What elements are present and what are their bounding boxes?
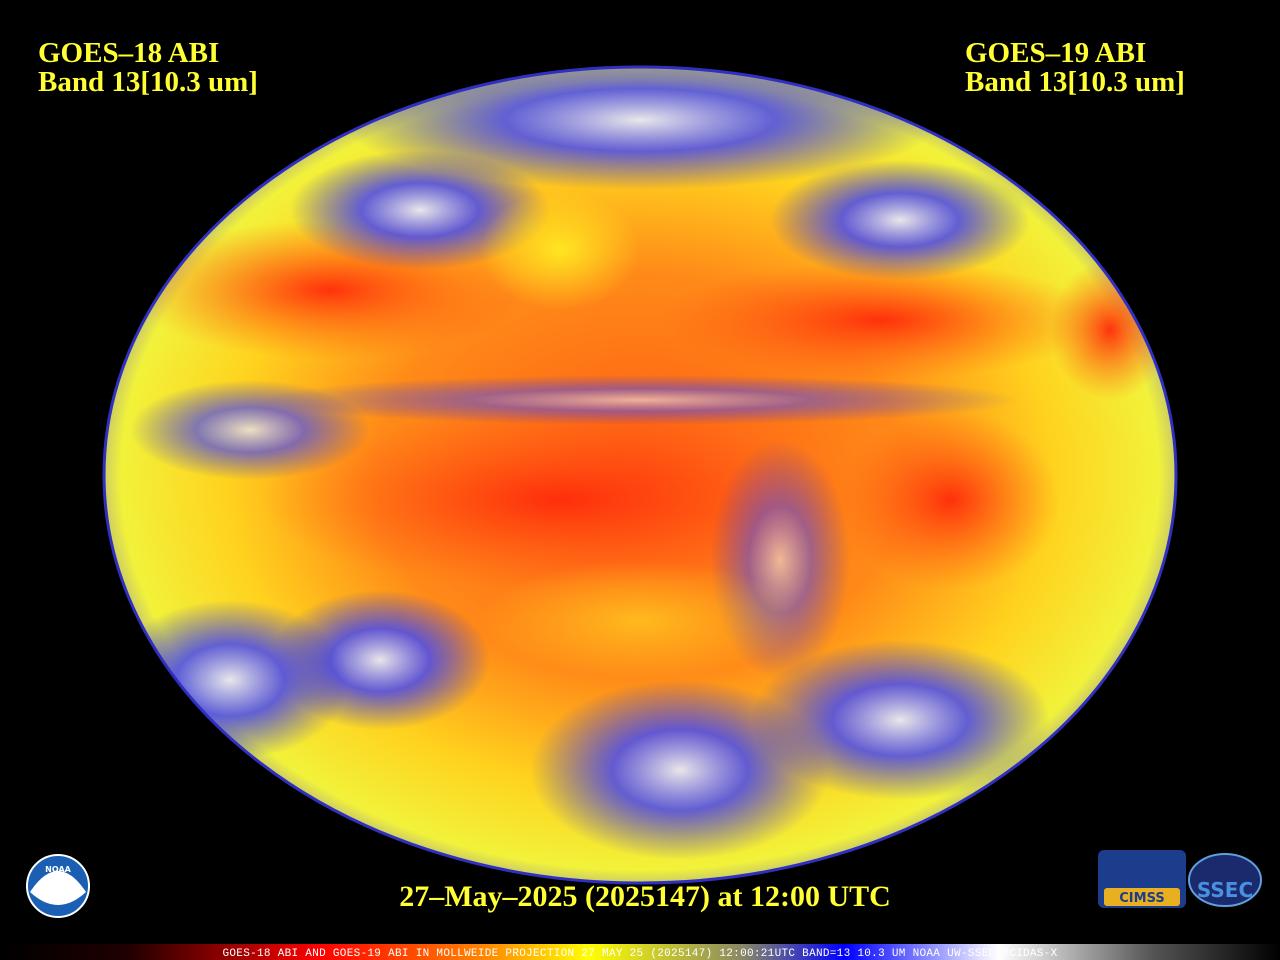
- timestamp: 27–May–2025 (2025147) at 12:00 UTC: [399, 880, 891, 913]
- noaa-text: NOAA: [45, 865, 71, 874]
- footer-caption: GOES-18 ABI AND GOES-19 ABI IN MOLLWEIDE…: [222, 948, 1057, 960]
- right-satellite: GOES–19 ABI: [965, 37, 1146, 69]
- ssec-logo: SSEC: [1188, 853, 1262, 907]
- left-band: Band 13[10.3 um]: [38, 66, 258, 98]
- disk-edge: [102, 65, 1178, 885]
- color-bar: [0, 944, 1280, 960]
- cimss-logo: CIMSS: [1098, 850, 1186, 908]
- left-satellite: GOES–18 ABI: [38, 37, 219, 69]
- cimss-text: CIMSS: [1119, 891, 1164, 906]
- noaa-logo: NOAA: [26, 854, 90, 918]
- right-band: Band 13[10.3 um]: [965, 66, 1185, 98]
- ssec-text: SSEC: [1197, 878, 1253, 902]
- earth-disk: [104, 67, 1176, 883]
